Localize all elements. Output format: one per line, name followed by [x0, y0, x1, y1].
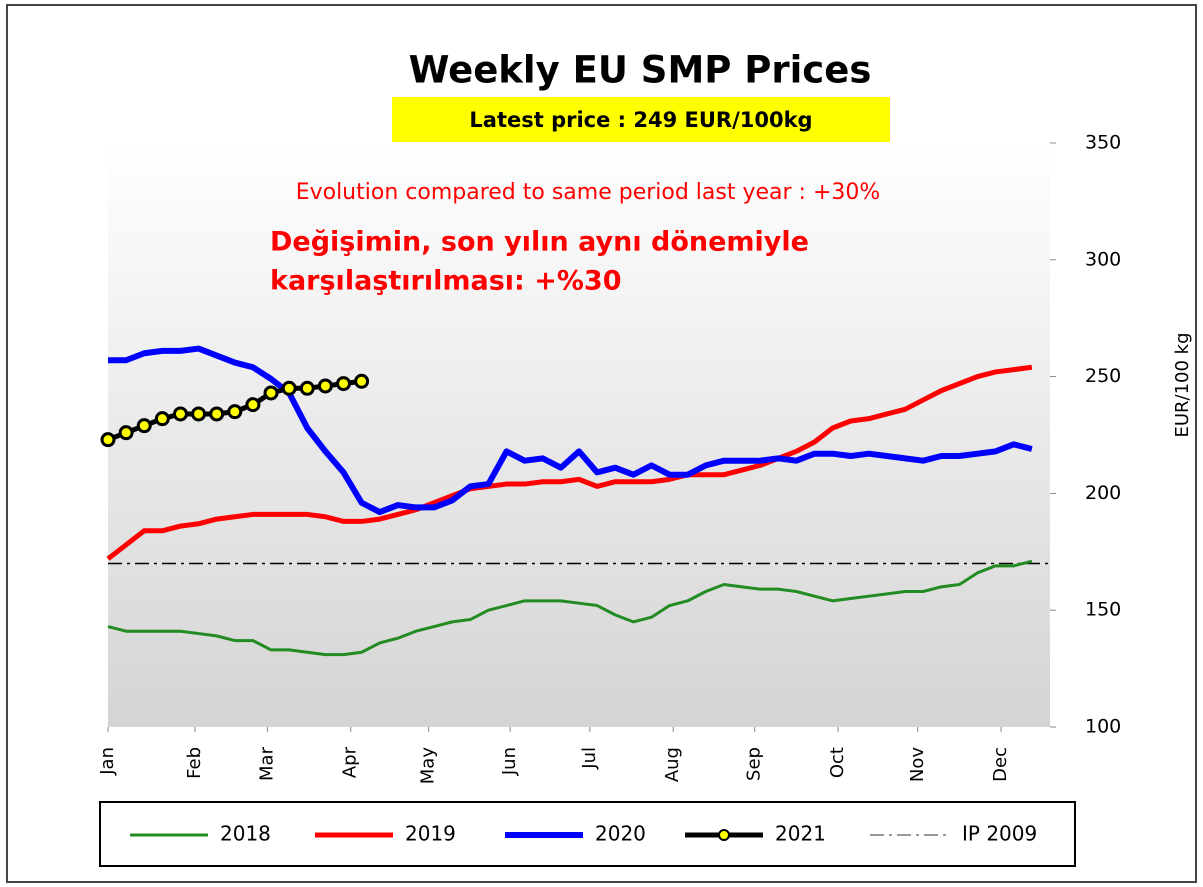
- series-line: [107, 559, 1033, 657]
- plot-area: [108, 143, 1050, 727]
- x-tick-label: Sep: [744, 747, 765, 781]
- x-tick-label: Aug: [662, 747, 683, 782]
- point: [336, 376, 351, 392]
- y-tick-label: 200: [1085, 482, 1121, 504]
- point: [100, 432, 116, 448]
- y-axis-label: EUR/100 kg: [1172, 332, 1193, 437]
- annotation: Evolution compared to same period last y…: [296, 180, 881, 205]
- point: [281, 380, 297, 396]
- x-tick-label: Jul: [579, 747, 600, 770]
- y-tick-label: 300: [1085, 248, 1121, 270]
- legend-label: 2021: [775, 822, 826, 846]
- legend: [99, 801, 1076, 867]
- y-tick-label: 100: [1085, 716, 1121, 738]
- point: [354, 373, 370, 389]
- point: [136, 418, 152, 434]
- point: [245, 397, 261, 413]
- legend-label: IP 2009: [962, 822, 1037, 846]
- point: [227, 404, 243, 420]
- x-tick-label: Feb: [184, 747, 205, 779]
- point: [118, 425, 134, 441]
- chart-title: Weekly EU SMP Prices: [409, 49, 872, 92]
- annotation: Değişimin, son yılın aynı dönemiyle: [270, 227, 809, 258]
- subtitle: Latest price : 249 EUR/100kg: [469, 108, 812, 132]
- point: [191, 406, 207, 422]
- x-tick-label: Nov: [907, 747, 928, 782]
- x-tick-label: Apr: [340, 746, 361, 778]
- y-tick-label: 150: [1085, 599, 1121, 621]
- x-tick-label: Jun: [499, 747, 520, 776]
- point: [317, 378, 333, 394]
- legend-label: 2018: [220, 822, 271, 846]
- y-tick-label: 350: [1085, 132, 1121, 154]
- point: [172, 406, 188, 422]
- legend-marker: [718, 829, 730, 841]
- legend-label: 2020: [595, 822, 646, 846]
- y-tick-label: 250: [1085, 365, 1121, 387]
- series-line: [108, 345, 1033, 516]
- point: [154, 411, 170, 427]
- point: [209, 406, 225, 422]
- point: [263, 385, 279, 401]
- x-tick-label: Jan: [97, 747, 118, 776]
- annotation: karşılaştırılması: +%30: [270, 266, 621, 297]
- x-tick-label: Mar: [256, 746, 277, 781]
- series-line: [106, 364, 1033, 561]
- point: [299, 380, 315, 396]
- subtitle-box: [392, 97, 890, 142]
- x-tick-label: May: [418, 747, 439, 785]
- x-tick-label: Oct: [827, 747, 848, 778]
- x-tick-label: Dec: [990, 747, 1011, 782]
- legend-label: 2019: [405, 822, 456, 846]
